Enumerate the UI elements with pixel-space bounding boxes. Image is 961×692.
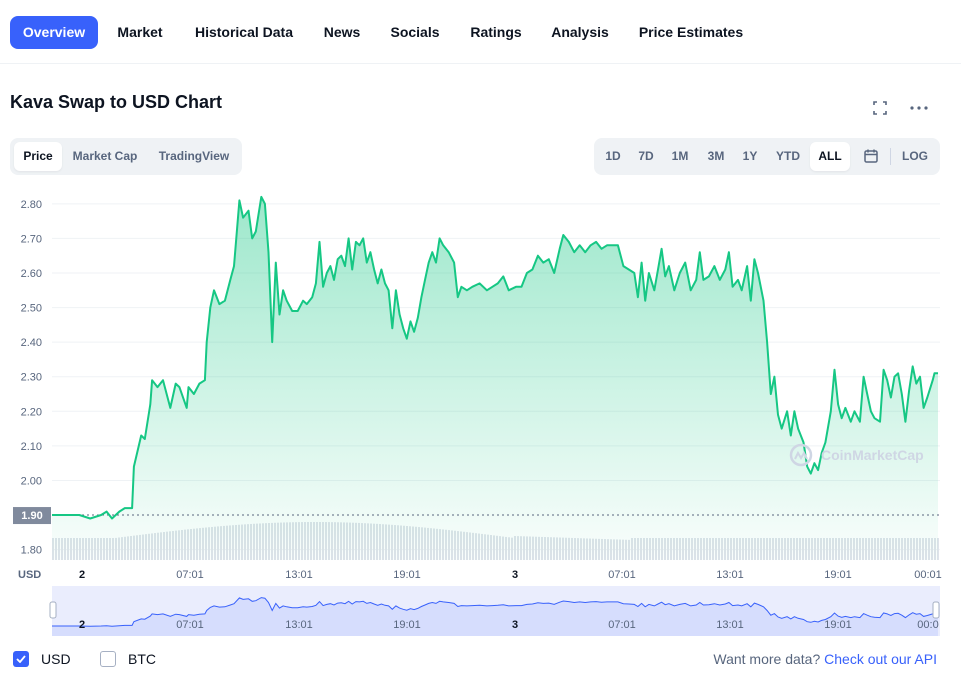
currency-axis-label: USD [18,569,41,581]
navigator-right-handle[interactable] [932,601,940,619]
tab-price-estimates[interactable]: Price Estimates [638,24,744,40]
y-tick-label: 2.00 [21,475,42,487]
x-tick-label: 00:01 [914,569,942,581]
navigator-left-handle[interactable] [49,601,57,619]
log-scale-toggle[interactable]: LOG [902,149,928,163]
tab-news[interactable]: News [323,24,361,40]
navigator-x-tick-label: 13:01 [285,619,313,631]
y-tick-label: 2.70 [21,233,42,245]
range-1m[interactable]: 1M [671,149,689,163]
checkbox-checked-icon[interactable] [13,651,29,667]
x-tick-label: 19:01 [393,569,421,581]
tab-market-cap[interactable]: Market Cap [72,149,138,163]
y-tick-label: 2.30 [21,372,42,384]
tab-historical-data[interactable]: Historical Data [194,24,294,40]
range-navigator[interactable]: 2 07:01 13:01 19:01 3 07:01 13:01 19:01 00:0 [49,586,940,636]
coinmarketcap-watermark: CoinMarketCap [789,443,924,467]
divider [890,148,891,165]
usd-checkbox-item[interactable]: USD [13,650,71,668]
price-area [52,196,938,560]
navigator-x-tick-label: 19:01 [393,619,421,631]
range-3m[interactable]: 3M [707,149,725,163]
x-tick-label: 13:01 [285,569,313,581]
baseline-label: 1.90 [21,510,42,522]
price-chart[interactable]: 2.80 2.70 2.60 2.50 2.40 2.30 2.20 2.10 2.00 1.80… [0,180,961,640]
chart-type-selector: Price Market Cap TradingView [10,138,242,175]
y-tick-label: 2.50 [21,303,42,315]
chart-title: Kava Swap to USD Chart [10,92,223,112]
x-tick-label: 2 [79,569,85,581]
time-range-selector: 1D 7D 1M 3M 1Y YTD ALL LOG [594,138,940,175]
navigator-x-tick-label: 2 [79,619,85,631]
top-navigation: Overview Market Historical Data News Soc… [0,0,961,64]
range-7d[interactable]: 7D [638,149,654,163]
api-promo: Want more data? Check out our API [713,651,937,667]
btc-checkbox-item[interactable]: BTC [100,650,156,668]
baseline-badge: 1.90 [13,507,51,525]
x-tick-label: 07:01 [608,569,636,581]
tab-ratings[interactable]: Ratings [470,24,522,40]
y-tick-label: 2.10 [21,441,42,453]
x-tick-label: 19:01 [824,569,852,581]
checkbox-unchecked-icon[interactable] [100,651,116,667]
fullscreen-icon[interactable] [870,98,890,118]
more-icon[interactable] [909,98,929,118]
navigator-x-tick-label: 07:01 [176,619,204,631]
y-tick-label: 2.20 [21,406,42,418]
tab-overview[interactable]: Overview [10,16,98,49]
range-1y[interactable]: 1Y [742,149,758,163]
api-link[interactable]: Check out our API [824,651,937,667]
y-tick-label: 2.80 [21,199,42,211]
x-tick-label: 3 [512,569,518,581]
tab-analysis[interactable]: Analysis [551,24,609,40]
navigator-x-tick-label: 13:01 [716,619,744,631]
tab-price[interactable]: Price [14,142,62,171]
y-tick-label: 2.60 [21,268,42,280]
calendar-icon[interactable] [857,142,885,171]
navigator-x-tick-label: 07:01 [608,619,636,631]
api-promo-text: Want more data? [713,651,821,667]
x-tick-label: 13:01 [716,569,744,581]
tab-market[interactable]: Market [117,24,163,40]
y-tick-label: 2.40 [21,337,42,349]
btc-label: BTC [128,651,156,667]
range-1d[interactable]: 1D [605,149,621,163]
y-tick-label: 1.80 [21,545,42,557]
price-line [52,195,938,520]
tab-socials[interactable]: Socials [390,24,440,40]
navigator-x-tick-label: 19:01 [824,619,852,631]
x-tick-label: 07:01 [176,569,204,581]
navigator-x-tick-label: 00:0 [917,619,938,631]
usd-label: USD [41,651,71,667]
navigator-x-tick-label: 3 [512,619,518,631]
tab-tradingview[interactable]: TradingView [158,149,230,163]
range-ytd[interactable]: YTD [776,149,800,163]
range-all[interactable]: ALL [810,142,850,171]
watermark-text: CoinMarketCap [821,447,924,463]
